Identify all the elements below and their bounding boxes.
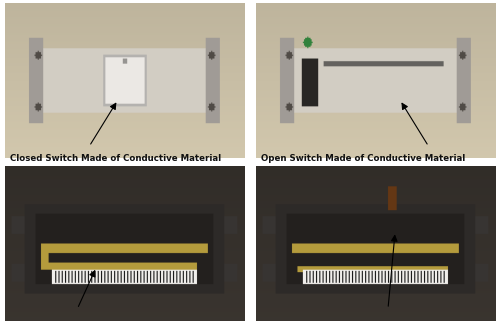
Text: Open Switch Made of Conductive Material: Open Switch Made of Conductive Material [261, 154, 465, 163]
Text: Closed Switch Made of Conductive Material: Closed Switch Made of Conductive Materia… [10, 154, 221, 163]
